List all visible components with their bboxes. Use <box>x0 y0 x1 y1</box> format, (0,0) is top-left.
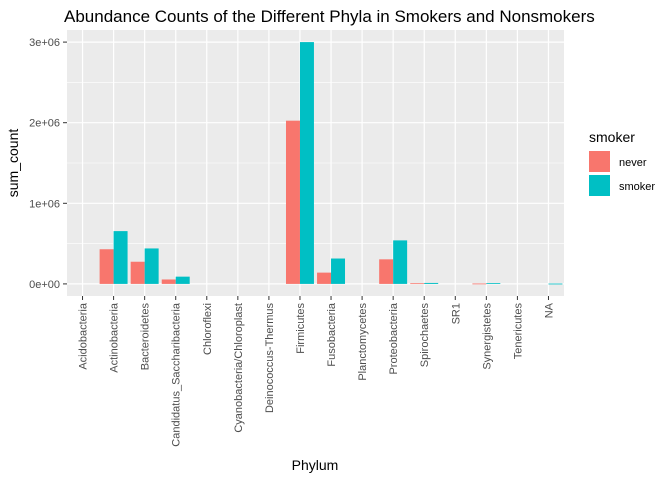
x-tick-label: Candidatus_Saccharibacteria <box>171 302 183 447</box>
bar-smoker-7 <box>299 42 314 284</box>
x-tick-label: Planctomycetes <box>357 303 369 381</box>
y-tick-label: 1e+06 <box>29 198 60 210</box>
x-axis-title: Phylum <box>292 457 339 473</box>
x-tick-label: Fusobacteria <box>326 302 338 366</box>
chart-title: Abundance Counts of the Different Phyla … <box>64 7 595 26</box>
x-tick-label: NA <box>543 302 555 318</box>
y-tick-label: 0e+00 <box>29 279 60 291</box>
y-axis-ticks: 0e+00 1e+06 2e+06 3e+06 <box>29 37 67 291</box>
x-axis-ticks: Acidobacteria Actinobacteria Bacteroidetes… <box>78 296 555 447</box>
x-tick-label: Proteobacteria <box>388 302 400 374</box>
x-tick-label: Acidobacteria <box>78 302 90 370</box>
x-tick-label: Synergistetes <box>481 303 493 370</box>
bar-never-13 <box>472 283 487 285</box>
x-tick-label: Cyanobacteria/Chloroplast <box>233 303 245 433</box>
bar-never-1 <box>99 249 114 284</box>
x-tick-label: Bacteroidetes <box>140 303 152 371</box>
legend-title: smoker <box>589 129 635 145</box>
legend-label-smoker: smoker <box>619 181 655 193</box>
x-tick-label: Deinococcus-Thermus <box>264 303 276 414</box>
x-tick-label: Chloroflexi <box>202 303 214 355</box>
legend: smoker never smoker <box>589 129 655 196</box>
y-axis-title: sum_count <box>5 129 21 198</box>
bar-smoker-3 <box>175 276 190 284</box>
bar-never-2 <box>130 261 145 284</box>
x-tick-label: Actinobacteria <box>109 302 121 373</box>
legend-label-never: never <box>619 157 647 169</box>
bar-smoker-15 <box>548 283 563 285</box>
bar-smoker-10 <box>393 240 408 284</box>
bars <box>99 42 563 285</box>
y-tick-label: 3e+06 <box>29 37 60 49</box>
x-tick-label: Spirochaetes <box>419 303 431 368</box>
legend-key-smoker <box>589 175 610 196</box>
x-tick-label: SR1 <box>450 303 462 324</box>
y-tick-label: 2e+06 <box>29 118 60 130</box>
bar-smoker-8 <box>331 258 346 284</box>
x-tick-label: Tenericutes <box>512 303 524 360</box>
legend-key-never <box>589 151 610 172</box>
bar-smoker-11 <box>424 282 439 284</box>
bar-never-8 <box>317 272 332 284</box>
bar-smoker-13 <box>486 283 501 284</box>
bar-never-3 <box>161 279 176 284</box>
bar-smoker-2 <box>144 248 159 284</box>
x-tick-label: Firmicutes <box>295 303 307 354</box>
bar-never-10 <box>379 259 394 284</box>
bar-never-7 <box>285 120 300 284</box>
bar-smoker-1 <box>113 231 128 284</box>
bar-never-11 <box>410 283 425 285</box>
